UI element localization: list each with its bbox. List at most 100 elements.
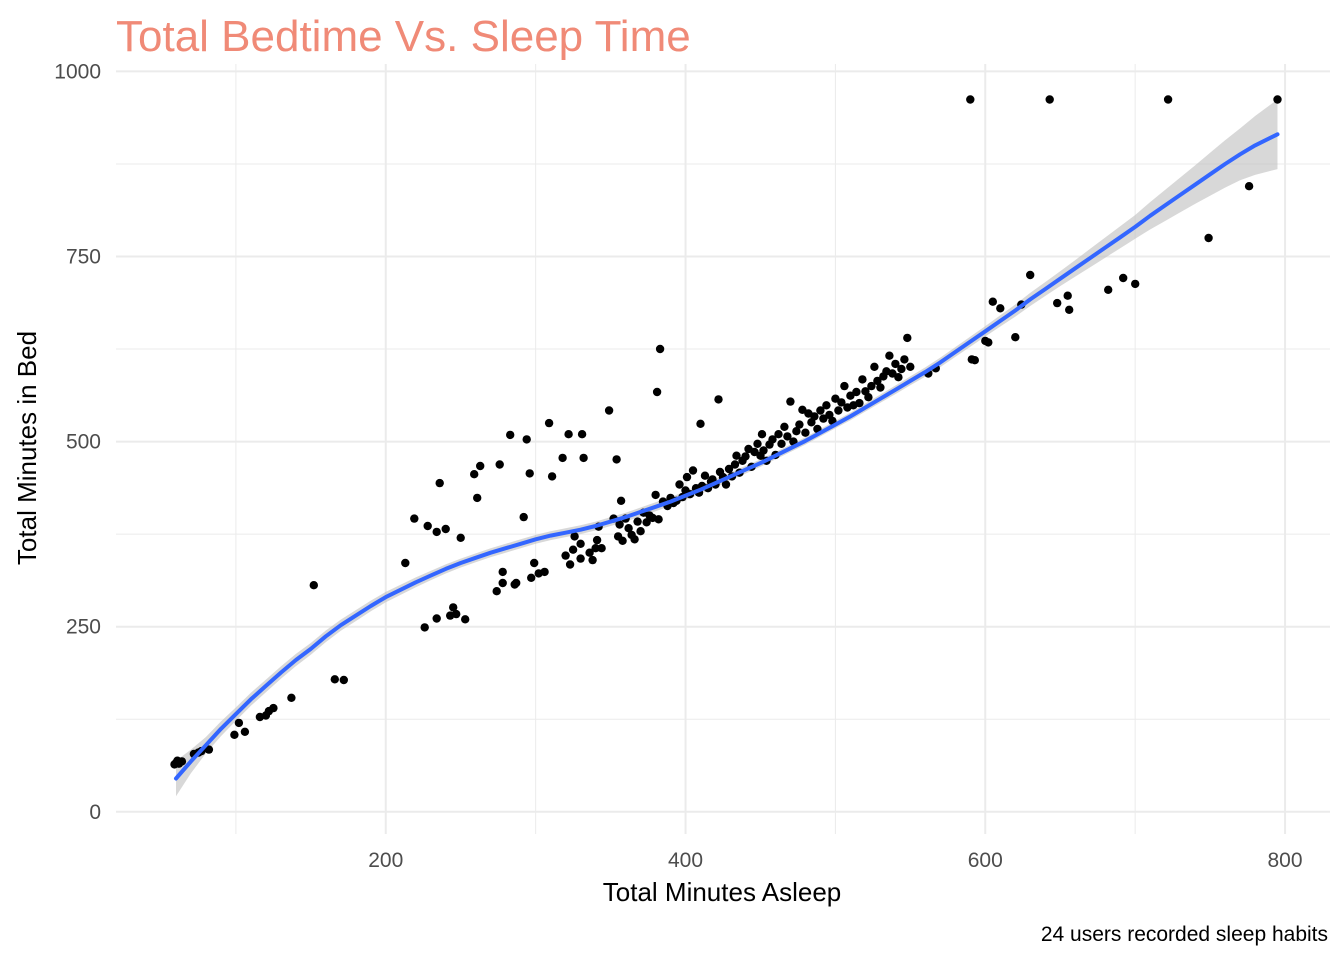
data-point: [630, 535, 639, 544]
data-point: [780, 422, 789, 431]
y-tick-label: 750: [66, 246, 101, 269]
data-point: [688, 466, 698, 475]
data-point: [597, 544, 606, 553]
data-point: [651, 490, 660, 500]
data-point: [339, 675, 348, 685]
data-point: [287, 693, 296, 702]
data-point: [616, 496, 626, 505]
data-point: [624, 524, 633, 533]
data-point: [498, 567, 507, 577]
data-point: [530, 558, 539, 568]
data-point: [519, 512, 528, 522]
data-point: [732, 451, 741, 460]
data-point: [476, 461, 485, 471]
data-point: [840, 381, 849, 391]
data-point: [558, 453, 567, 463]
data-points: [170, 95, 1282, 769]
data-point: [730, 460, 740, 469]
data-point: [988, 297, 997, 306]
data-point: [714, 395, 723, 404]
data-point: [309, 581, 318, 590]
data-point: [449, 603, 458, 612]
data-point: [654, 515, 663, 524]
data-point: [822, 401, 831, 410]
data-point: [837, 398, 846, 407]
data-point: [768, 435, 777, 444]
data-point: [798, 405, 807, 414]
data-point: [564, 430, 573, 439]
data-point: [906, 362, 915, 371]
data-point: [795, 420, 804, 429]
data-point: [495, 460, 504, 469]
data-point: [810, 412, 819, 421]
data-point: [636, 527, 645, 536]
confidence-band: [176, 99, 1278, 797]
chart-caption: 24 users recorded sleep habits: [1041, 923, 1328, 946]
data-point: [498, 578, 507, 588]
x-tick-label: 600: [968, 849, 1003, 872]
data-point: [540, 567, 549, 577]
data-point: [867, 381, 876, 391]
data-point: [576, 539, 585, 548]
data-point: [591, 544, 600, 553]
data-point: [852, 387, 861, 397]
data-point: [230, 730, 239, 739]
data-point: [1244, 182, 1254, 191]
x-tick-label: 800: [1268, 849, 1303, 872]
data-point: [420, 623, 429, 632]
data-point: [432, 527, 441, 537]
data-point: [401, 558, 410, 568]
data-point: [544, 418, 554, 428]
data-point: [966, 95, 975, 104]
data-point: [870, 362, 879, 371]
axis-tick-labels: 200 400 600 800 0 250 500 750 1000: [54, 60, 1302, 872]
data-point: [177, 757, 187, 766]
data-point: [525, 469, 534, 478]
data-point: [759, 446, 768, 455]
data-point: [876, 383, 885, 392]
data-point: [786, 397, 795, 406]
data-point: [1065, 305, 1074, 314]
data-point: [846, 391, 855, 400]
data-point: [721, 480, 731, 489]
data-point: [888, 369, 897, 378]
data-point: [970, 356, 979, 365]
data-point: [700, 471, 710, 480]
data-point: [441, 524, 450, 534]
data-point: [984, 338, 993, 347]
y-tick-label: 500: [66, 431, 101, 454]
data-point: [330, 675, 339, 684]
data-point: [1273, 95, 1282, 104]
data-point: [452, 609, 461, 619]
data-point: [435, 478, 444, 488]
data-point: [1026, 270, 1035, 280]
data-point: [633, 517, 642, 526]
data-point: [757, 430, 767, 439]
data-point: [834, 406, 843, 415]
data-point: [1131, 279, 1140, 289]
data-point: [604, 406, 614, 415]
data-point: [885, 351, 894, 360]
data-point: [864, 393, 873, 402]
chart-title: Total Bedtime Vs. Sleep Time: [116, 12, 691, 61]
data-point: [561, 551, 570, 560]
data-point: [1104, 285, 1113, 294]
data-point: [577, 430, 587, 439]
x-axis-label: Total Minutes Asleep: [603, 877, 841, 907]
data-point: [1053, 298, 1062, 308]
data-point: [470, 470, 479, 479]
data-point: [750, 447, 759, 457]
data-point: [615, 520, 624, 529]
data-point: [777, 439, 786, 448]
data-point: [576, 554, 585, 563]
data-point: [652, 387, 662, 397]
y-axis-label: Total Minutes in Bed: [12, 331, 42, 565]
data-point: [900, 355, 909, 364]
data-point: [565, 560, 575, 569]
data-point: [461, 615, 470, 624]
confidence-band-layer: [176, 99, 1278, 797]
data-point: [792, 427, 801, 436]
data-point: [410, 514, 419, 523]
data-point: [547, 472, 557, 481]
